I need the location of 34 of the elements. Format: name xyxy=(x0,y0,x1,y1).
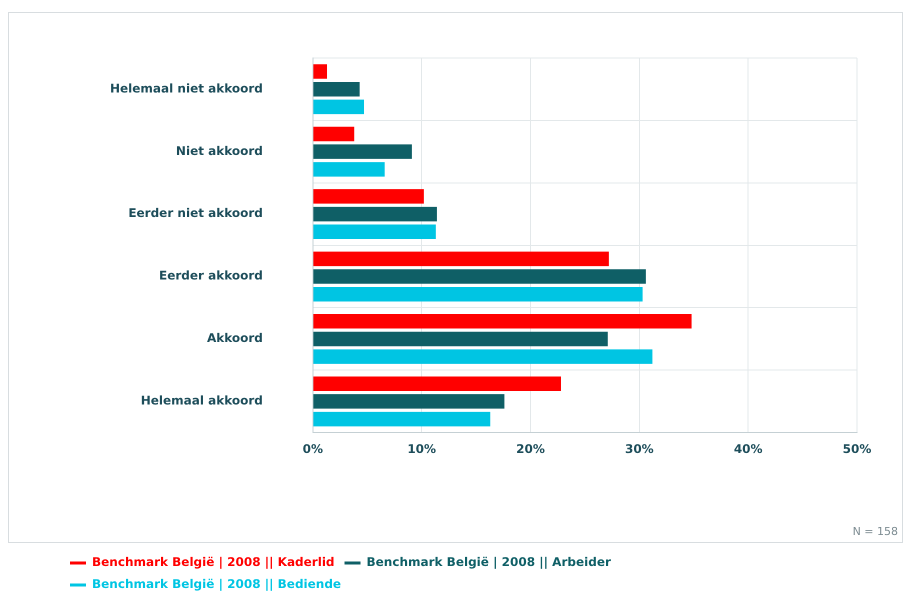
legend-label: Benchmark België | 2008 || Bediende xyxy=(92,577,342,592)
x-tick-label: 10% xyxy=(407,442,436,456)
bar xyxy=(313,269,646,284)
bar xyxy=(313,189,424,204)
bar xyxy=(313,332,608,346)
bar xyxy=(313,412,490,426)
legend-label: Benchmark België | 2008 || Kaderlid xyxy=(92,555,335,570)
y-tick-label: Akkoord xyxy=(206,331,263,346)
text: N = 158 xyxy=(852,524,898,538)
bar xyxy=(313,82,360,96)
bar xyxy=(313,286,643,302)
x-tick-label: 50% xyxy=(842,442,872,456)
bar xyxy=(313,64,328,79)
bar xyxy=(313,376,561,391)
bar xyxy=(313,252,609,266)
y-tick-label: Eerder niet akkoord xyxy=(128,206,263,220)
x-tick-label: 40% xyxy=(734,442,763,456)
y-tick-label: Eerder akkoord xyxy=(159,268,263,283)
bar xyxy=(313,144,412,159)
bar xyxy=(313,162,385,177)
bar xyxy=(313,314,692,329)
legend-label: Benchmark België | 2008 || Arbeider xyxy=(366,555,611,570)
y-tick-label: Niet akkoord xyxy=(176,144,263,158)
bar xyxy=(313,224,436,240)
y-tick-label: Helemaal niet akkoord xyxy=(110,81,263,96)
x-tick-label: 30% xyxy=(624,442,654,456)
bar xyxy=(313,100,364,114)
x-tick-label: 0% xyxy=(302,442,324,456)
bar xyxy=(313,349,652,364)
bar xyxy=(313,126,354,142)
x-tick-label: 20% xyxy=(516,442,545,456)
bar xyxy=(313,394,504,409)
y-tick-label: Helemaal akkoord xyxy=(140,394,263,408)
bar xyxy=(313,206,437,222)
